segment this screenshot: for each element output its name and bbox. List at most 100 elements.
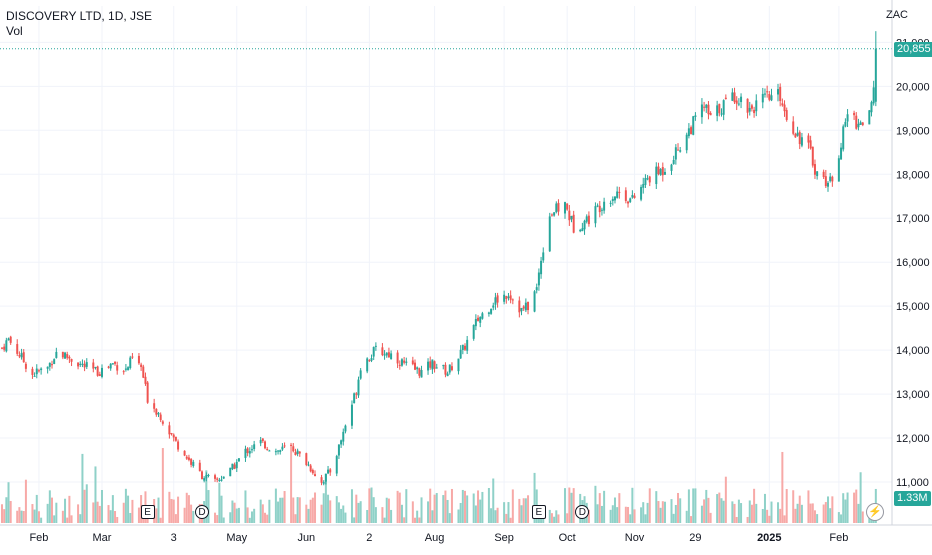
volume-bar bbox=[137, 507, 140, 523]
candle-body bbox=[748, 107, 751, 112]
candle-body bbox=[492, 305, 495, 308]
candle-body bbox=[405, 361, 408, 363]
candle-body bbox=[277, 450, 280, 452]
candle-body bbox=[518, 300, 521, 313]
earnings-marker[interactable]: E bbox=[140, 505, 155, 519]
candle-body bbox=[85, 362, 88, 367]
volume-bar bbox=[753, 488, 756, 523]
volume-bar bbox=[290, 442, 293, 523]
candle-body bbox=[740, 96, 743, 103]
volume-bar bbox=[731, 501, 734, 523]
candle-body bbox=[218, 479, 221, 482]
volume-bar bbox=[572, 488, 575, 523]
volume-bar bbox=[674, 504, 677, 523]
volume-bar bbox=[66, 517, 69, 523]
candle-body bbox=[50, 364, 53, 366]
volume-bar bbox=[264, 512, 267, 523]
candle-body bbox=[466, 339, 469, 351]
volume-bar bbox=[405, 489, 408, 523]
volume-legend[interactable]: Vol bbox=[6, 24, 23, 38]
volume-bar bbox=[798, 495, 801, 523]
candle-body bbox=[655, 166, 658, 185]
volume-bar bbox=[627, 506, 630, 523]
candle-body bbox=[555, 203, 558, 213]
volume-bar bbox=[457, 509, 460, 523]
candle-body bbox=[870, 102, 873, 113]
candle-body bbox=[290, 444, 293, 446]
candle-body bbox=[96, 366, 99, 376]
volume-bar bbox=[846, 492, 849, 523]
candle-body bbox=[527, 301, 530, 311]
candle-body bbox=[533, 291, 536, 312]
flash-icon[interactable]: ⚡ bbox=[866, 503, 884, 521]
candle-body bbox=[522, 306, 525, 309]
volume-bar bbox=[214, 512, 217, 523]
volume-bar bbox=[174, 514, 177, 523]
candle-body bbox=[396, 352, 399, 364]
volume-bar bbox=[690, 516, 693, 523]
candle-body bbox=[646, 178, 649, 180]
volume-bar bbox=[492, 478, 495, 523]
candle-body bbox=[703, 106, 706, 108]
volume-bar bbox=[687, 489, 690, 523]
candle-body bbox=[20, 353, 23, 358]
volume-bar bbox=[761, 508, 764, 523]
x-tick-label: Feb bbox=[29, 532, 48, 544]
candle-body bbox=[629, 198, 632, 203]
volume-bar bbox=[79, 514, 82, 523]
volume-bar bbox=[368, 488, 371, 523]
volume-bar bbox=[755, 503, 758, 523]
candle-body bbox=[216, 478, 219, 480]
volume-bar bbox=[183, 507, 186, 523]
volume-bar bbox=[527, 495, 530, 523]
dividend-marker[interactable]: D bbox=[194, 505, 209, 519]
volume-bar bbox=[353, 517, 356, 523]
candle-body bbox=[724, 97, 727, 100]
chart-title[interactable]: DISCOVERY LTD, 1D, JSE bbox=[6, 9, 153, 23]
volume-bar bbox=[416, 510, 419, 523]
currency-label[interactable]: ZAC bbox=[886, 9, 908, 21]
volume-bar bbox=[314, 492, 317, 523]
candle-body bbox=[344, 425, 347, 432]
volume-bar bbox=[490, 508, 493, 523]
volume-bar bbox=[472, 493, 475, 523]
candle-body bbox=[496, 295, 499, 303]
candle-body bbox=[94, 367, 97, 369]
volume-bar bbox=[563, 488, 566, 523]
volume-bar bbox=[96, 501, 99, 523]
volume-bar bbox=[398, 492, 401, 523]
volume-bar bbox=[5, 497, 8, 523]
volume-bar bbox=[244, 490, 247, 523]
volume-bar bbox=[374, 507, 377, 523]
candle-body bbox=[153, 403, 156, 409]
candle-body bbox=[700, 104, 703, 118]
volume-bar bbox=[750, 504, 753, 523]
volume-bar bbox=[359, 501, 362, 523]
candle-body bbox=[587, 215, 590, 225]
x-tick-label: Oct bbox=[559, 532, 576, 544]
volume-bar bbox=[550, 513, 553, 523]
candle-body bbox=[350, 404, 353, 426]
earnings-marker[interactable]: E bbox=[531, 505, 546, 519]
candle-body bbox=[674, 147, 677, 160]
candle-body bbox=[670, 164, 673, 171]
candle-body bbox=[596, 205, 599, 207]
volume-bar bbox=[783, 515, 786, 523]
volume-bar bbox=[61, 510, 64, 523]
candle-body bbox=[679, 150, 682, 152]
volume-bar bbox=[459, 502, 462, 523]
volume-bar bbox=[335, 496, 338, 523]
dividend-marker[interactable]: D bbox=[575, 505, 590, 519]
volume-bar bbox=[518, 498, 521, 523]
candle-body bbox=[505, 296, 508, 299]
volume-bar bbox=[716, 494, 719, 523]
volume-bar bbox=[235, 508, 238, 523]
volume-bar bbox=[122, 502, 125, 523]
candle-body bbox=[127, 367, 130, 371]
x-tick-label: 29 bbox=[689, 532, 701, 544]
volume-bar bbox=[685, 510, 688, 523]
candle-body bbox=[709, 113, 712, 116]
volume-bar bbox=[340, 508, 343, 523]
